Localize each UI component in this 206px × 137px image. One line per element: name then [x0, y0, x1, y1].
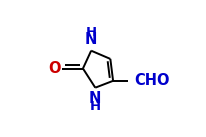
- Text: O: O: [48, 61, 61, 76]
- Text: N: N: [89, 91, 101, 106]
- Text: N: N: [85, 32, 97, 47]
- Text: CHO: CHO: [134, 73, 169, 88]
- Text: H: H: [89, 100, 100, 113]
- Text: H: H: [85, 26, 96, 39]
